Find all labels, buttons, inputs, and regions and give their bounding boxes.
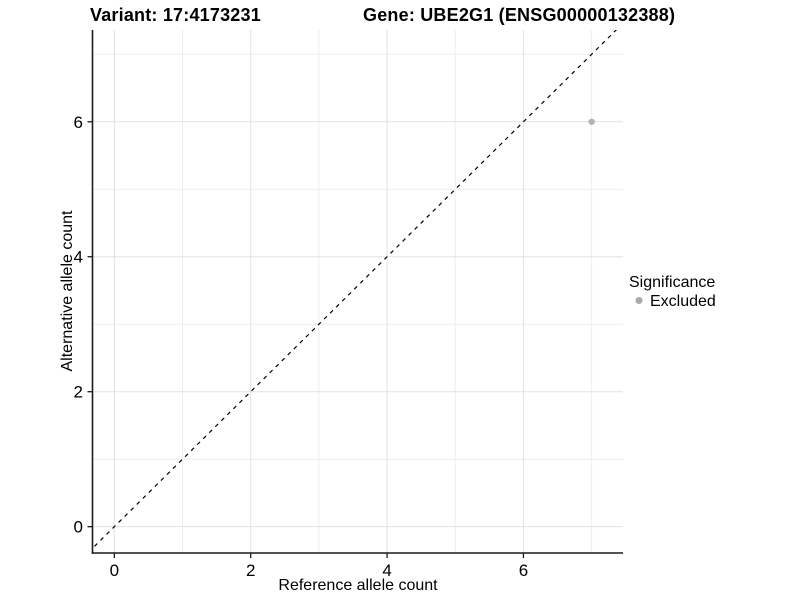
y-tick-label: 2 <box>74 383 83 402</box>
plot-title-variant: Variant: 17:4173231 <box>90 5 261 25</box>
data-points <box>588 118 595 125</box>
reference-line <box>92 30 618 550</box>
y-axis-title: Alternative allele count <box>59 210 76 372</box>
plot-title-gene: Gene: UBE2G1 (ENSG00000132388) <box>363 5 675 25</box>
axis-tick-marks <box>87 121 525 558</box>
axis-lines <box>91 30 623 554</box>
legend-key-dot <box>635 297 643 304</box>
x-tick-label: 6 <box>519 561 528 580</box>
major-gridlines <box>92 30 623 553</box>
x-tick-label: 4 <box>382 561 391 580</box>
data-point <box>588 118 595 125</box>
y-tick-labels: 0 2 4 6 <box>74 113 83 537</box>
x-tick-labels: 0 2 4 6 <box>110 561 529 580</box>
y-tick-label: 0 <box>74 518 83 537</box>
y-tick-label: 4 <box>74 248 83 267</box>
identity-dashed-line <box>92 30 618 550</box>
legend-title: Significance <box>629 274 715 291</box>
minor-gridlines <box>92 30 623 553</box>
x-axis-title: Reference allele count <box>278 577 438 594</box>
x-tick-label: 2 <box>246 561 255 580</box>
legend-item-label: Excluded <box>650 293 716 310</box>
x-tick-label: 0 <box>110 561 119 580</box>
y-tick-label: 6 <box>74 113 83 132</box>
